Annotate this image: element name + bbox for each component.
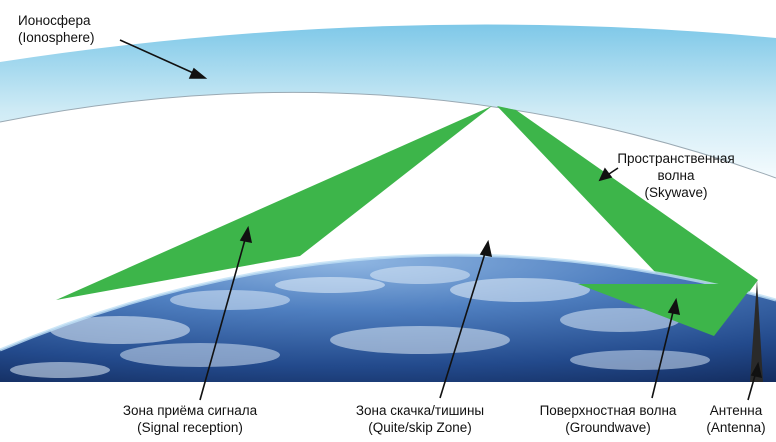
ionosphere-label-ru: Ионосфера <box>18 13 91 28</box>
ionosphere-lower-edge <box>0 91 776 179</box>
groundwave-label-ru: Поверхностная волна <box>539 403 677 418</box>
signal-reception-label: Зона приёма сигнала (Signal reception) <box>90 402 290 436</box>
skywave-label-ru-line1: Пространственная <box>617 151 735 166</box>
skip-zone-label-en: (Quite/skip Zone) <box>368 420 472 435</box>
groundwave-beam <box>578 284 754 336</box>
antenna-mast <box>750 280 763 382</box>
skywave-label-ru-line2: волна <box>657 168 695 183</box>
signal-reception-label-en: (Signal reception) <box>137 420 243 435</box>
antenna-label-en: (Antenna) <box>706 420 766 435</box>
ionosphere-label: Ионосфера (Ionosphere) <box>18 12 95 46</box>
skywave-reflected-beam <box>56 106 492 300</box>
skip-zone-label-ru: Зона скачка/тишины <box>355 403 485 418</box>
antenna-label: Антенна (Antenna) <box>700 402 772 436</box>
skip-zone-label: Зона скачка/тишины (Quite/skip Zone) <box>330 402 510 436</box>
ionosphere-label-en: (Ionosphere) <box>18 30 95 45</box>
earth-clouds <box>10 266 710 378</box>
skywave-label-en: (Skywave) <box>644 185 708 200</box>
groundwave-label: Поверхностная волна (Groundwave) <box>518 402 698 436</box>
pointer-arrows <box>119 39 763 401</box>
signal-reception-label-ru: Зона приёма сигнала <box>122 403 258 418</box>
atmosphere-glow <box>0 253 776 352</box>
antenna-label-ru: Антенна <box>709 403 763 418</box>
ionosphere-band <box>0 24 776 178</box>
groundwave-label-en: (Groundwave) <box>565 420 651 435</box>
skywave-label: Пространственная волна (Skywave) <box>596 150 756 201</box>
